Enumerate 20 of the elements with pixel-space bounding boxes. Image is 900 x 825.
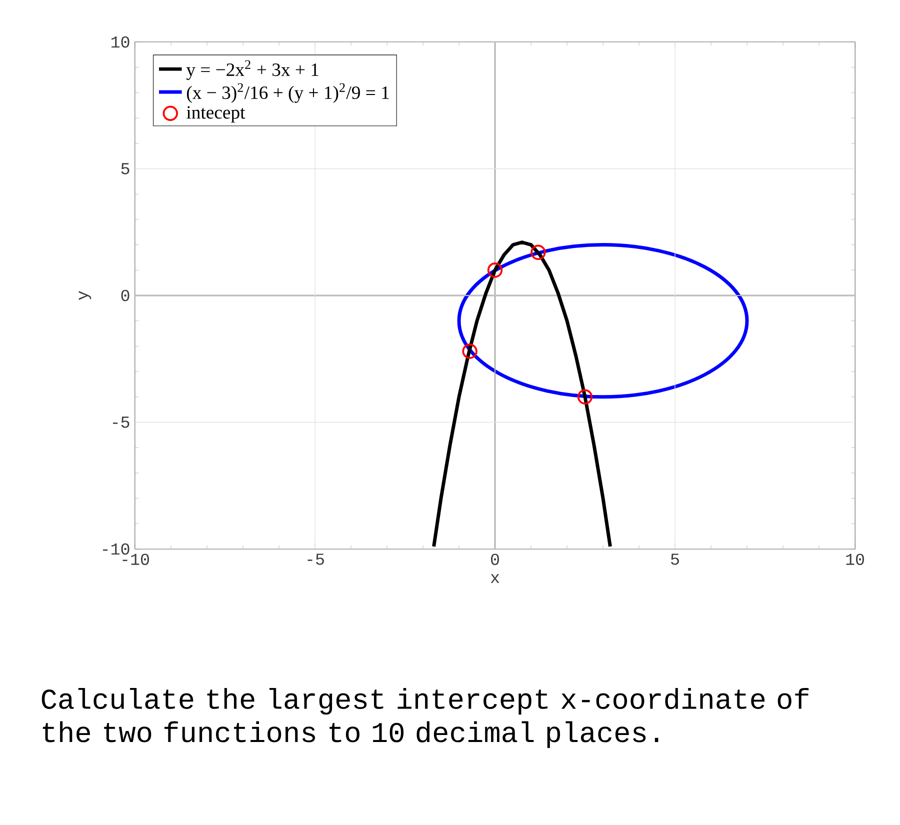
annotation: (x − 3)$^{2}$/16 + (y + 1)$^{2}$/9 = 1: [186, 83, 389, 103]
point: [577, 389, 593, 404]
point: [530, 244, 546, 260]
y-tick-label: 0: [121, 290, 130, 302]
legend-label: intecept: [186, 106, 246, 123]
x-axis-title: x: [490, 574, 500, 583]
x-tick-label: -5: [308, 554, 324, 565]
x-tick-label: 0: [491, 554, 499, 566]
y-tick-label: -5: [113, 416, 130, 428]
point: [487, 262, 503, 278]
x-tick-label: 10: [846, 554, 864, 566]
y-tick-label: 10: [112, 36, 130, 48]
legend-label: y = −2x$^{2}$ + 3x + 1: [186, 60, 318, 80]
point: [462, 344, 478, 359]
x-tick-label: 5: [671, 554, 679, 565]
line-series: [432, 240, 612, 548]
text: Calculate the largest intercept x-coordinate of the two functions to 10 decimal places.: [42, 688, 809, 748]
y-tick-label: 5: [121, 163, 130, 174]
y-tick-label: -10: [103, 543, 130, 555]
y-axis-title: y: [78, 291, 92, 300]
